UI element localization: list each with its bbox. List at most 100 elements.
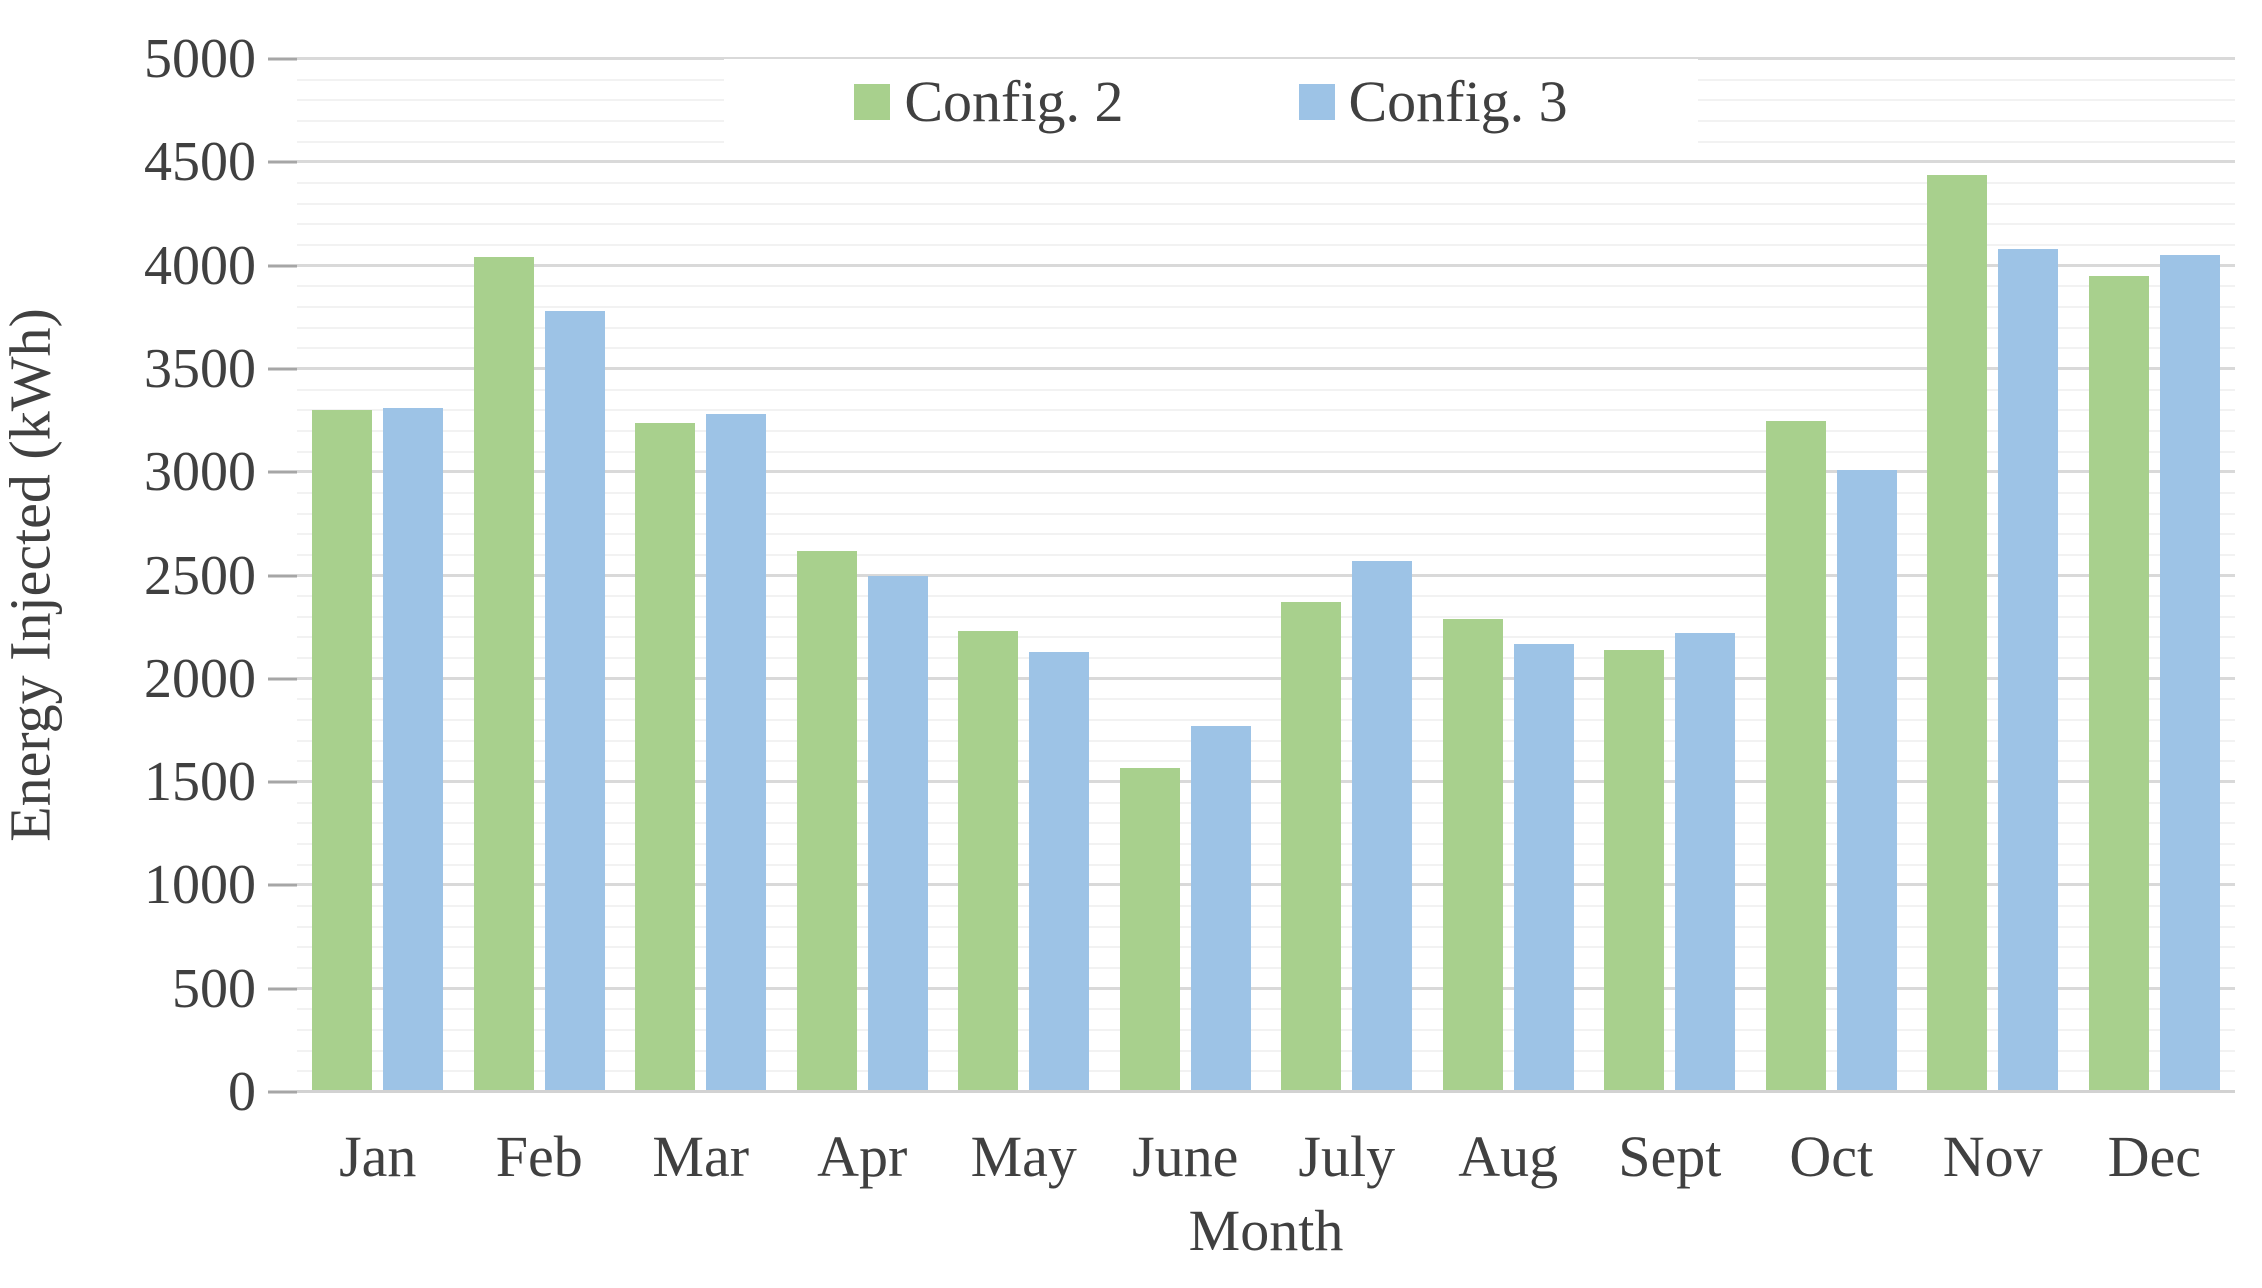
y-tick-mark — [268, 780, 297, 784]
minor-gridline — [297, 636, 2235, 639]
major-gridline — [297, 470, 2235, 474]
bar-config-2-aug — [1442, 618, 1503, 1092]
bar-config-2-nov — [1927, 174, 1988, 1092]
minor-gridline — [297, 615, 2235, 618]
x-tick-label-apr: Apr — [817, 1124, 908, 1189]
minor-gridline — [297, 1070, 2235, 1073]
major-gridline — [297, 986, 2235, 990]
y-tick-mark — [268, 677, 297, 681]
bar-group-dec — [2074, 59, 2236, 1092]
minor-gridline — [297, 181, 2235, 184]
bar-config-3-apr — [867, 575, 928, 1092]
bar-group-oct — [1751, 59, 1913, 1092]
minor-gridline — [297, 305, 2235, 308]
minor-gridline — [297, 223, 2235, 226]
bar-config-2-june — [1119, 767, 1180, 1092]
legend-item-config2: Config. 2 — [854, 69, 1124, 134]
bar-group-aug — [1428, 59, 1590, 1092]
y-axis-ticks — [268, 57, 297, 1094]
bar-config-2-apr — [796, 550, 857, 1092]
y-tick-label: 2500 — [144, 544, 256, 607]
x-tick-label-nov: Nov — [1942, 1124, 2043, 1189]
minor-gridline — [297, 491, 2235, 494]
bar-group-jan — [297, 59, 459, 1092]
major-gridline — [297, 883, 2235, 887]
major-gridline — [297, 263, 2235, 267]
minor-gridline — [297, 719, 2235, 722]
minor-gridline — [297, 843, 2235, 846]
y-tick-mark — [268, 883, 297, 887]
minor-gridline — [297, 202, 2235, 205]
minor-gridline — [297, 967, 2235, 970]
minor-gridline — [297, 326, 2235, 329]
x-tick-label-sept: Sept — [1618, 1124, 1722, 1189]
minor-gridline — [297, 409, 2235, 412]
minor-gridline — [297, 388, 2235, 391]
bar-config-2-july — [1281, 602, 1342, 1092]
gridlines — [297, 57, 2235, 1092]
minor-gridline — [297, 801, 2235, 804]
minor-gridline — [297, 347, 2235, 350]
bar-config-3-aug — [1513, 643, 1574, 1092]
y-tick-label: 4000 — [144, 234, 256, 297]
legend-label-config2: Config. 2 — [904, 69, 1124, 134]
bar-config-3-nov — [1998, 249, 2059, 1092]
minor-gridline — [297, 698, 2235, 701]
x-tick-label-may: May — [970, 1124, 1077, 1189]
bar-config-3-jan — [383, 408, 444, 1092]
bar-config-3-oct — [1836, 470, 1897, 1092]
x-tick-label-oct: Oct — [1789, 1124, 1874, 1189]
bars — [297, 59, 2235, 1092]
minor-gridline — [297, 863, 2235, 866]
y-tick-mark — [268, 160, 297, 164]
legend-swatch-config2-icon — [854, 84, 891, 120]
minor-gridline — [297, 1008, 2235, 1011]
y-tick-label: 1500 — [144, 751, 256, 814]
bar-config-2-oct — [1765, 420, 1826, 1092]
bar-config-2-mar — [635, 422, 696, 1092]
y-tick-mark — [268, 470, 297, 474]
y-axis-labels: 0 500 1000 1500 2000 2500 3000 3500 4000 4500 5000 — [0, 31, 256, 1120]
y-tick-mark — [268, 264, 297, 268]
x-axis-title: Month — [1188, 1198, 1344, 1263]
x-tick-label-aug: Aug — [1458, 1124, 1559, 1189]
y-tick-mark — [268, 987, 297, 991]
bar-config-2-sept — [1604, 649, 1665, 1092]
bar-config-2-jan — [312, 410, 373, 1092]
y-tick-label: 0 — [228, 1061, 256, 1123]
bar-group-june — [1105, 59, 1267, 1092]
major-gridline — [297, 366, 2235, 370]
minor-gridline — [297, 512, 2235, 515]
minor-gridline — [297, 739, 2235, 742]
y-tick-label: 1000 — [144, 854, 256, 917]
bar-group-may — [943, 59, 1105, 1092]
minor-gridline — [297, 553, 2235, 556]
minor-gridline — [297, 243, 2235, 246]
legend: Config. 2 Config. 3 — [297, 59, 2235, 149]
bar-group-mar — [620, 59, 782, 1092]
major-gridline — [297, 160, 2235, 164]
minor-gridline — [297, 450, 2235, 453]
y-tick-label: 2000 — [144, 647, 256, 710]
bar-config-3-sept — [1675, 633, 1736, 1092]
minor-gridline — [297, 1029, 2235, 1032]
bar-group-feb — [459, 59, 621, 1092]
x-axis-labels: Jan Feb Mar Apr May June July Aug Sept Oct Nov Dec — [297, 1128, 2235, 1186]
y-tick-label: 3000 — [144, 441, 256, 504]
bar-config-2-dec — [2088, 275, 2149, 1092]
y-tick-label: 4500 — [144, 131, 256, 194]
minor-gridline — [297, 657, 2235, 660]
bar-group-apr — [782, 59, 944, 1092]
minor-gridline — [297, 533, 2235, 536]
minor-gridline — [297, 925, 2235, 928]
bar-group-sept — [1589, 59, 1751, 1092]
bar-group-july — [1266, 59, 1428, 1092]
minor-gridline — [297, 595, 2235, 598]
bar-config-2-feb — [473, 257, 534, 1092]
minor-gridline — [297, 760, 2235, 763]
y-tick-label: 5000 — [144, 28, 256, 90]
bar-config-3-feb — [544, 311, 605, 1092]
x-tick-label-june: June — [1132, 1124, 1239, 1189]
minor-gridline — [297, 285, 2235, 288]
